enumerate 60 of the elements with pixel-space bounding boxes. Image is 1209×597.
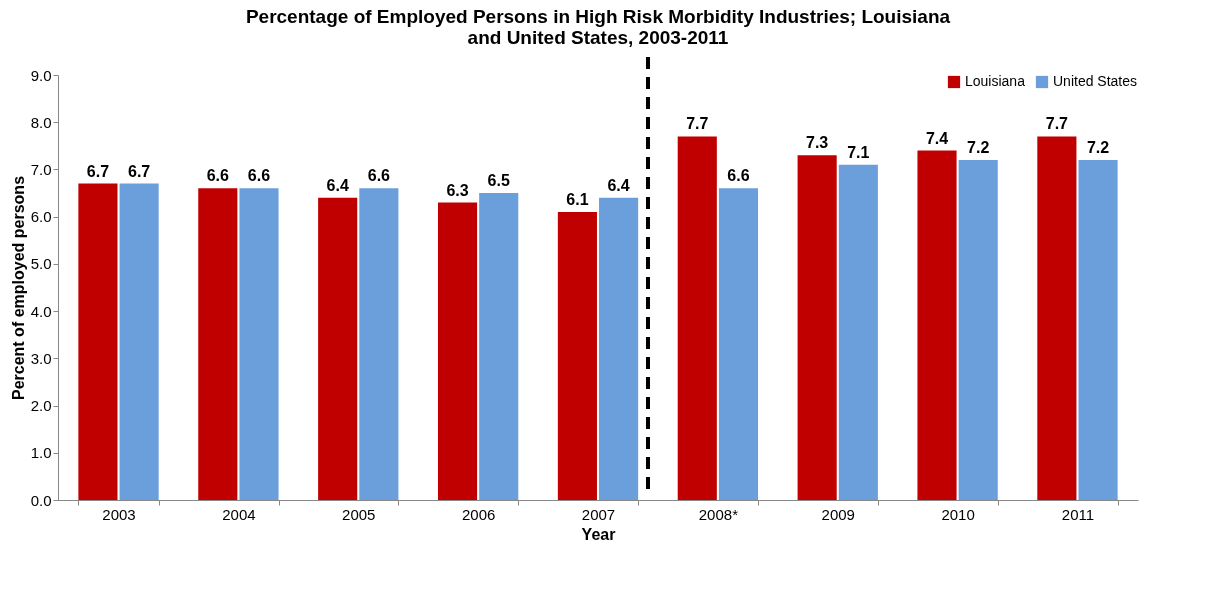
bar [718,188,759,500]
y-tick-label: 1.0 [30,444,52,462]
bar [437,202,478,500]
x-tick-label: 2006 [461,505,496,523]
data-label: 7.2 [967,139,990,156]
data-label: 6.7 [128,162,151,180]
data-label: 6.6 [727,167,750,185]
bar [599,197,639,500]
bar [78,183,118,500]
data-label: 6.6 [206,167,230,185]
y-tick-label: 6.0 [30,208,52,226]
y-tick-label: 8.0 [30,113,52,131]
bar [359,188,399,500]
bar [119,183,159,500]
y-tick-label: 0.0 [30,491,52,509]
data-label: 7.2 [1086,139,1110,156]
y-axis-title: Percent of employed persons [9,175,27,401]
data-label: 6.4 [326,176,349,194]
bar [557,211,597,500]
y-tick-label: 5.0 [30,255,52,273]
data-label: 7.4 [925,129,949,147]
x-tick-label: 2004 [222,505,256,523]
x-tick-label: 2010 [941,505,975,523]
bar [958,160,998,500]
bar [198,188,238,500]
y-tick-label: 3.0 [30,349,52,367]
data-label: 6.4 [607,176,630,194]
bar [479,193,519,500]
bar [1037,136,1077,500]
x-axis-title: Year [581,525,616,543]
legend-label: United States [1053,73,1138,89]
data-label: 6.1 [566,190,589,208]
bar [797,155,837,500]
bar [917,150,957,500]
data-label: 7.3 [806,134,829,152]
bar [838,164,878,500]
data-label: 7.7 [686,115,709,133]
bar [318,197,358,500]
y-tick-label: 2.0 [30,397,52,415]
data-label: 7.1 [847,143,870,161]
x-tick-label: 2005 [342,505,376,523]
y-tick-label: 4.0 [30,302,52,320]
data-label: 6.3 [446,181,469,199]
x-tick-label: 2011 [1061,505,1095,523]
y-tick-label: 7.0 [30,160,52,178]
x-tick-label: 2009 [821,505,855,523]
data-label: 6.7 [86,162,110,180]
data-label: 6.6 [367,167,391,185]
chart-title: Percentage of Employed Persons in High Risk Morbidity Industries; Louisiana and United States, 2003-2011 [245,6,951,48]
y-tick-label: 9.0 [30,66,52,84]
x-tick-label: 2007 [581,505,616,523]
x-tick-label: 2008* [698,505,739,523]
data-label: 7.7 [1045,115,1069,133]
data-label: 6.6 [247,167,271,185]
bar [1078,160,1118,500]
x-tick-label: 2003 [102,505,136,523]
data-label: 6.5 [487,172,510,190]
legend-label: Louisiana [965,73,1026,89]
bar [677,136,717,500]
bar [239,188,279,500]
